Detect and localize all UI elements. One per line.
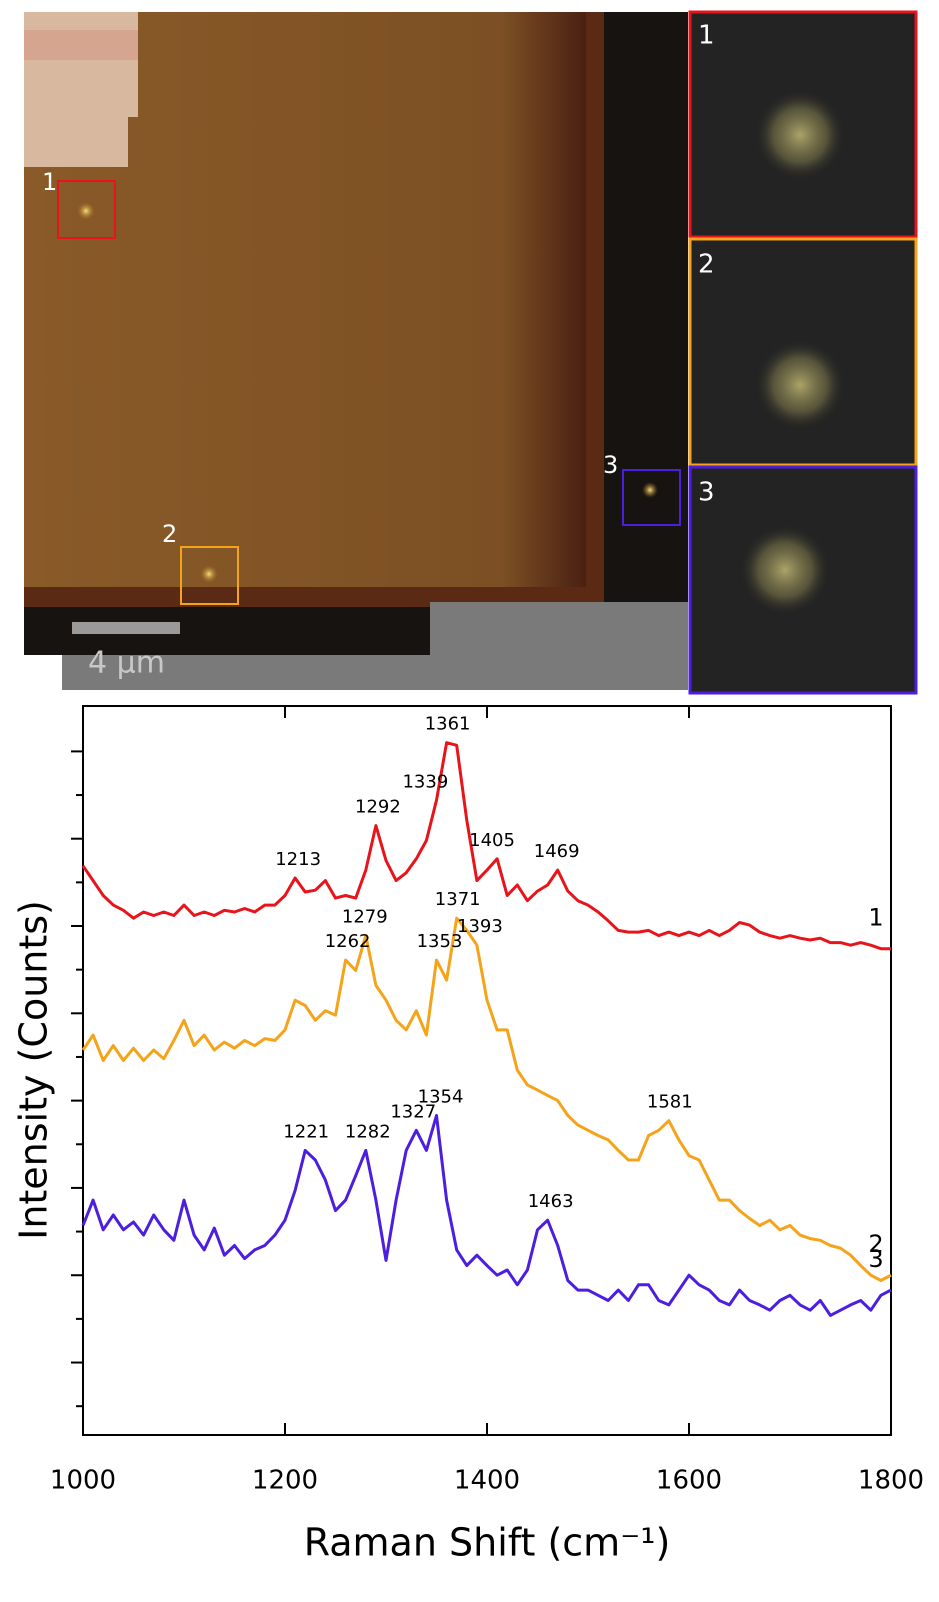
peak-label: 1405 bbox=[469, 830, 515, 851]
particle bbox=[200, 565, 218, 583]
inset-glow bbox=[740, 525, 830, 615]
inset-label: 1 bbox=[698, 21, 715, 51]
inset-label: 2 bbox=[698, 250, 715, 280]
inset-label: 3 bbox=[698, 478, 715, 508]
peak-label: 1393 bbox=[457, 916, 503, 937]
spectrum-line bbox=[83, 1116, 891, 1316]
patch bbox=[24, 117, 128, 167]
peak-label: 1339 bbox=[402, 771, 448, 792]
scale-label: 4 µm bbox=[88, 646, 165, 681]
peak-label: 1354 bbox=[418, 1086, 464, 1107]
peak-label: 1282 bbox=[345, 1121, 391, 1142]
peak-label: 1371 bbox=[435, 889, 481, 910]
series-label: 1 bbox=[868, 904, 883, 932]
peak-label: 1279 bbox=[342, 907, 388, 928]
particle bbox=[642, 482, 658, 498]
peak-label: 1221 bbox=[283, 1121, 329, 1142]
roi-label: 1 bbox=[42, 168, 57, 196]
x-tick-label: 1400 bbox=[454, 1466, 520, 1496]
scale-bar bbox=[72, 622, 180, 634]
peak-label: 1292 bbox=[355, 797, 401, 818]
roi-label: 3 bbox=[603, 451, 618, 479]
micrograph: 1 2 3 4 µm 1 2 3 bbox=[24, 12, 916, 693]
peak-label: 1581 bbox=[647, 1092, 693, 1113]
insets: 1 2 3 bbox=[690, 12, 916, 693]
x-tick-label: 1600 bbox=[656, 1466, 722, 1496]
peak-label: 1213 bbox=[275, 849, 321, 870]
plot-frame bbox=[83, 706, 891, 1435]
x-axis-label: Raman Shift (cm⁻¹) bbox=[304, 1521, 671, 1565]
x-tick-label: 1800 bbox=[858, 1466, 924, 1496]
x-tick-label: 1000 bbox=[50, 1466, 116, 1496]
patch bbox=[24, 12, 138, 117]
peak-label: 1262 bbox=[325, 931, 371, 952]
inset-glow bbox=[755, 340, 845, 430]
inset-glow bbox=[755, 90, 845, 180]
patch-band bbox=[24, 30, 138, 60]
peak-label: 1469 bbox=[534, 841, 580, 862]
peak-label: 1361 bbox=[425, 714, 471, 735]
peak-label: 1463 bbox=[528, 1191, 574, 1212]
x-tick-label: 1200 bbox=[252, 1466, 318, 1496]
particle bbox=[77, 202, 95, 220]
y-axis-label: Intensity (Counts) bbox=[12, 900, 56, 1240]
peak-label: 1353 bbox=[417, 931, 463, 952]
spectrum-line bbox=[83, 918, 891, 1280]
figure: 1 2 3 4 µm 1 2 3 Raman Shift (cm⁻¹) Inte… bbox=[0, 0, 939, 1598]
series-label: 3 bbox=[868, 1245, 883, 1273]
roi-label: 2 bbox=[162, 520, 177, 548]
